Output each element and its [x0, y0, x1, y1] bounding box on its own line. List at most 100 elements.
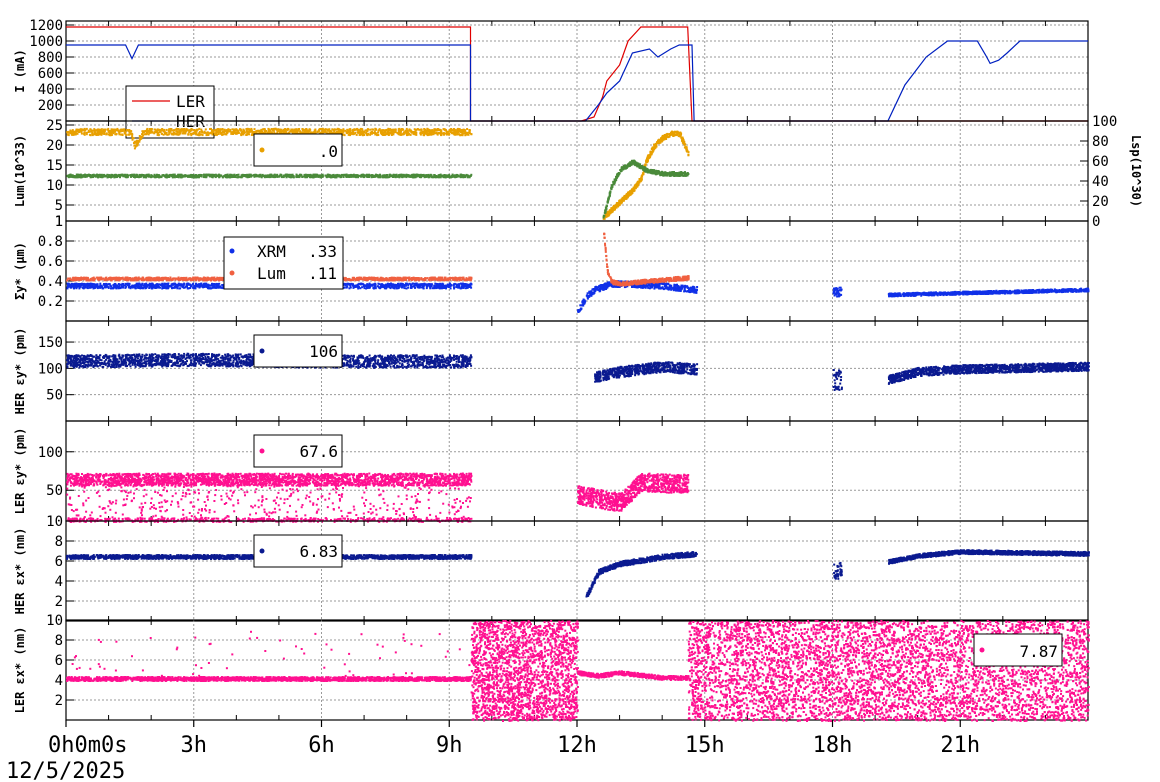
data-point [195, 285, 198, 287]
data-point [363, 131, 366, 134]
data-point [344, 129, 347, 132]
data-point [644, 163, 647, 166]
data-point [613, 204, 616, 207]
y-right-tick-label: 40 [1092, 174, 1109, 190]
data-point [431, 129, 434, 132]
data-point [360, 133, 363, 136]
data-point [250, 127, 253, 130]
data-point [218, 129, 221, 132]
data-point [168, 175, 171, 178]
data-point [350, 175, 353, 178]
data-point [298, 175, 301, 178]
data-point [99, 286, 101, 289]
data-point [398, 127, 401, 130]
data-point [143, 283, 146, 286]
data-point [212, 286, 215, 289]
data-point [262, 131, 265, 134]
data-point [647, 156, 650, 159]
data-point [272, 174, 275, 177]
data-point [263, 176, 266, 179]
data-point [671, 132, 674, 135]
data-point [355, 133, 358, 136]
data-point [368, 176, 371, 178]
data-point [377, 134, 380, 136]
data-point [359, 131, 362, 134]
data-point [76, 128, 79, 131]
data-point [263, 128, 266, 131]
data-point [374, 127, 377, 130]
data-point [460, 129, 463, 132]
data-point [381, 174, 384, 177]
data-point [425, 130, 428, 132]
data-point [156, 130, 159, 133]
data-point [314, 174, 317, 177]
data-point [390, 130, 393, 133]
data-point [281, 175, 284, 178]
data-point [83, 131, 86, 134]
data-point [387, 130, 389, 133]
data-point [176, 128, 179, 131]
data-point [135, 173, 138, 176]
data-point [621, 200, 623, 203]
data-point [66, 131, 69, 134]
data-point [214, 132, 216, 135]
data-point [307, 175, 310, 178]
data-point [652, 172, 654, 175]
data-point [348, 176, 351, 178]
data-point [346, 128, 349, 131]
data-point [253, 175, 256, 178]
data-point [179, 132, 182, 135]
data-point [180, 173, 183, 176]
data-point [405, 127, 408, 130]
data-point [609, 192, 612, 195]
data-point [79, 283, 82, 285]
data-point [369, 133, 372, 136]
data-point [468, 130, 471, 133]
data-point [650, 172, 653, 175]
data-point [223, 129, 226, 132]
data-point [389, 131, 392, 134]
legend-label-ler: LER [176, 92, 205, 111]
data-point [397, 131, 400, 134]
data-point [675, 174, 678, 176]
data-point [612, 206, 615, 209]
data-point [430, 284, 433, 287]
data-point [110, 133, 113, 136]
data-point [425, 131, 428, 134]
data-point [207, 133, 210, 136]
data-point [309, 132, 312, 134]
data-point [171, 132, 174, 135]
data-point [272, 129, 275, 132]
data-point [605, 214, 608, 217]
data-point [192, 174, 194, 176]
data-point [387, 131, 390, 134]
data-point [361, 282, 364, 285]
data-point [129, 174, 132, 177]
data-point [134, 145, 137, 148]
data-point [122, 175, 125, 178]
data-point [214, 176, 217, 179]
data-point [111, 131, 114, 133]
data-point [616, 204, 619, 207]
data-point [378, 128, 381, 131]
data-point [615, 202, 618, 205]
data-point [470, 283, 473, 286]
data-point [620, 198, 623, 201]
data-point [295, 128, 298, 131]
data-point [87, 174, 90, 177]
data-point [252, 133, 255, 136]
data-point [394, 131, 397, 133]
data-point [455, 130, 458, 133]
data-point [248, 128, 251, 131]
data-point [649, 154, 652, 156]
data-point [261, 128, 264, 131]
data-point [614, 207, 616, 210]
data-point [392, 130, 395, 133]
data-point [222, 130, 225, 133]
data-point [310, 176, 313, 178]
series-her-line [66, 40, 1088, 122]
data-point [393, 128, 396, 131]
data-point [412, 173, 415, 176]
data-point [673, 131, 675, 134]
data-point [273, 131, 276, 134]
